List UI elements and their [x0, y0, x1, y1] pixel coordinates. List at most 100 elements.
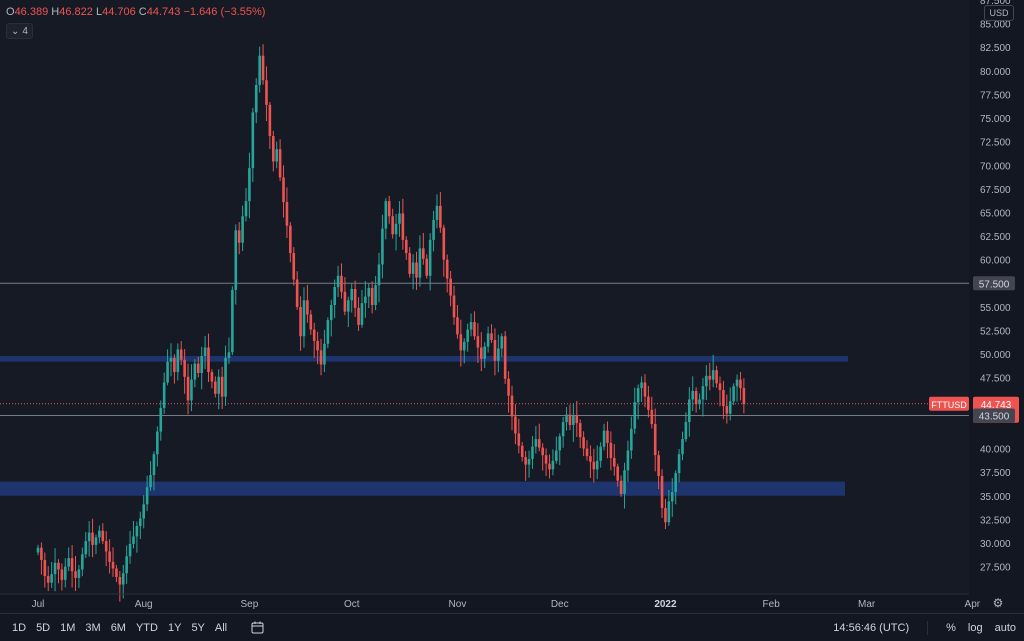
- range-button-5d[interactable]: 5D: [36, 621, 51, 634]
- currency-selector[interactable]: USD: [984, 5, 1014, 21]
- candle-body: [544, 455, 548, 464]
- range-button-1m[interactable]: 1M: [60, 621, 76, 634]
- low-value: 44.706: [102, 6, 136, 18]
- candles-layer: [36, 44, 746, 602]
- candle-body: [183, 359, 186, 377]
- candle-body: [630, 428, 633, 451]
- candle-body: [268, 104, 272, 136]
- percent-scale-button[interactable]: %: [946, 621, 956, 634]
- time-tick-label: Apr: [965, 599, 981, 610]
- candle-body: [527, 458, 531, 465]
- auto-scale-button[interactable]: auto: [994, 621, 1016, 634]
- support-zone[interactable]: [0, 356, 848, 362]
- candle-body: [370, 288, 374, 306]
- axis-options: 14:56:46 (UTC) % log auto: [833, 620, 1024, 635]
- candle-body: [415, 262, 418, 278]
- range-button-1d[interactable]: 1D: [12, 621, 27, 634]
- candle-body: [285, 202, 289, 226]
- time-tick-label: Feb: [763, 599, 781, 610]
- indicator-count: 4: [22, 25, 28, 37]
- candle-body: [667, 501, 671, 523]
- candle-body: [139, 518, 142, 527]
- candle-body: [555, 450, 558, 461]
- candle-body: [67, 558, 70, 567]
- time-tick-label: Jul: [32, 599, 45, 610]
- time-tick-label: 2022: [654, 599, 677, 610]
- candle-body: [565, 414, 568, 423]
- candle-body: [275, 149, 278, 162]
- price-tick-label: 60.000: [980, 256, 1011, 267]
- candle-body: [173, 357, 176, 373]
- range-button-all[interactable]: All: [214, 621, 228, 634]
- candle-body: [94, 537, 98, 545]
- candle-body: [650, 409, 654, 425]
- candle-body: [104, 541, 108, 552]
- candle-body: [289, 225, 292, 254]
- candle-body: [592, 461, 596, 470]
- price-tick-label: 35.000: [980, 492, 1011, 503]
- candle-body: [128, 543, 132, 557]
- candle-body: [282, 177, 285, 203]
- price-tick-label: 77.500: [980, 90, 1011, 101]
- candle-body: [323, 343, 326, 365]
- calendar-range-icon[interactable]: [250, 621, 264, 635]
- candle-body: [691, 390, 695, 400]
- open-value: 46.389: [14, 6, 49, 18]
- candle-body: [711, 370, 715, 380]
- candle-body: [435, 205, 439, 221]
- close-label: C: [138, 6, 147, 18]
- range-button-1y[interactable]: 1Y: [167, 621, 182, 634]
- time-tick-label: Sep: [241, 599, 259, 610]
- price-tick-label: 82.500: [980, 43, 1011, 54]
- candle-body: [142, 504, 146, 519]
- candle-body: [169, 357, 173, 362]
- candle-body: [664, 508, 667, 523]
- log-scale-button[interactable]: log: [967, 621, 983, 634]
- candle-body: [360, 303, 364, 325]
- candle-body: [166, 361, 169, 383]
- time-tick-label: Mar: [858, 599, 876, 610]
- candle-body: [377, 264, 381, 286]
- chart-pane[interactable]: 27.500 30.000 32.500 35.000 37.500 40.000 47.5…: [0, 0, 1024, 613]
- candle-body: [510, 395, 514, 417]
- candle-body: [452, 295, 456, 318]
- candlestick-chart[interactable]: 27.500 30.000 32.500 35.000 37.500 40.000 47.5…: [0, 0, 1024, 613]
- candle-body: [210, 372, 214, 382]
- candle-body: [445, 259, 449, 279]
- candle-body: [125, 556, 128, 574]
- utc-clock[interactable]: 14:56:46 (UTC): [833, 621, 910, 634]
- candle-body: [196, 363, 200, 374]
- candle-body: [84, 541, 88, 555]
- range-button-ytd[interactable]: YTD: [135, 621, 158, 634]
- candle-body: [224, 357, 227, 397]
- support-zone[interactable]: [0, 481, 845, 496]
- candle-body: [186, 376, 190, 401]
- candle-body: [145, 487, 149, 505]
- candle-body: [350, 288, 354, 301]
- candle-body: [500, 336, 504, 349]
- candle-body: [179, 349, 183, 360]
- indicators-collapse-button[interactable]: ⌄ 4: [6, 23, 33, 39]
- candle-body: [53, 562, 57, 575]
- range-button-5y[interactable]: 5Y: [191, 621, 205, 634]
- candle-body: [722, 390, 725, 407]
- open-label: O: [6, 6, 15, 18]
- candle-body: [306, 300, 309, 315]
- candle-body: [411, 262, 415, 274]
- candle-body: [534, 439, 538, 447]
- candle-body: [681, 439, 684, 455]
- candle-body: [582, 437, 585, 449]
- candle-body: [698, 399, 701, 405]
- time-tick-label: Aug: [135, 599, 153, 610]
- candle-body: [640, 382, 643, 389]
- range-button-3m[interactable]: 3M: [85, 621, 101, 634]
- candle-body: [469, 322, 473, 330]
- range-button-6m[interactable]: 6M: [110, 621, 126, 634]
- gear-icon[interactable]: ⚙: [993, 596, 1004, 610]
- level-tag-text: 43.500: [979, 412, 1010, 423]
- candle-body: [728, 401, 732, 414]
- candle-body: [520, 445, 524, 458]
- candle-body: [391, 216, 394, 235]
- price-tick-label: 75.000: [980, 114, 1011, 125]
- candle-body: [384, 201, 388, 229]
